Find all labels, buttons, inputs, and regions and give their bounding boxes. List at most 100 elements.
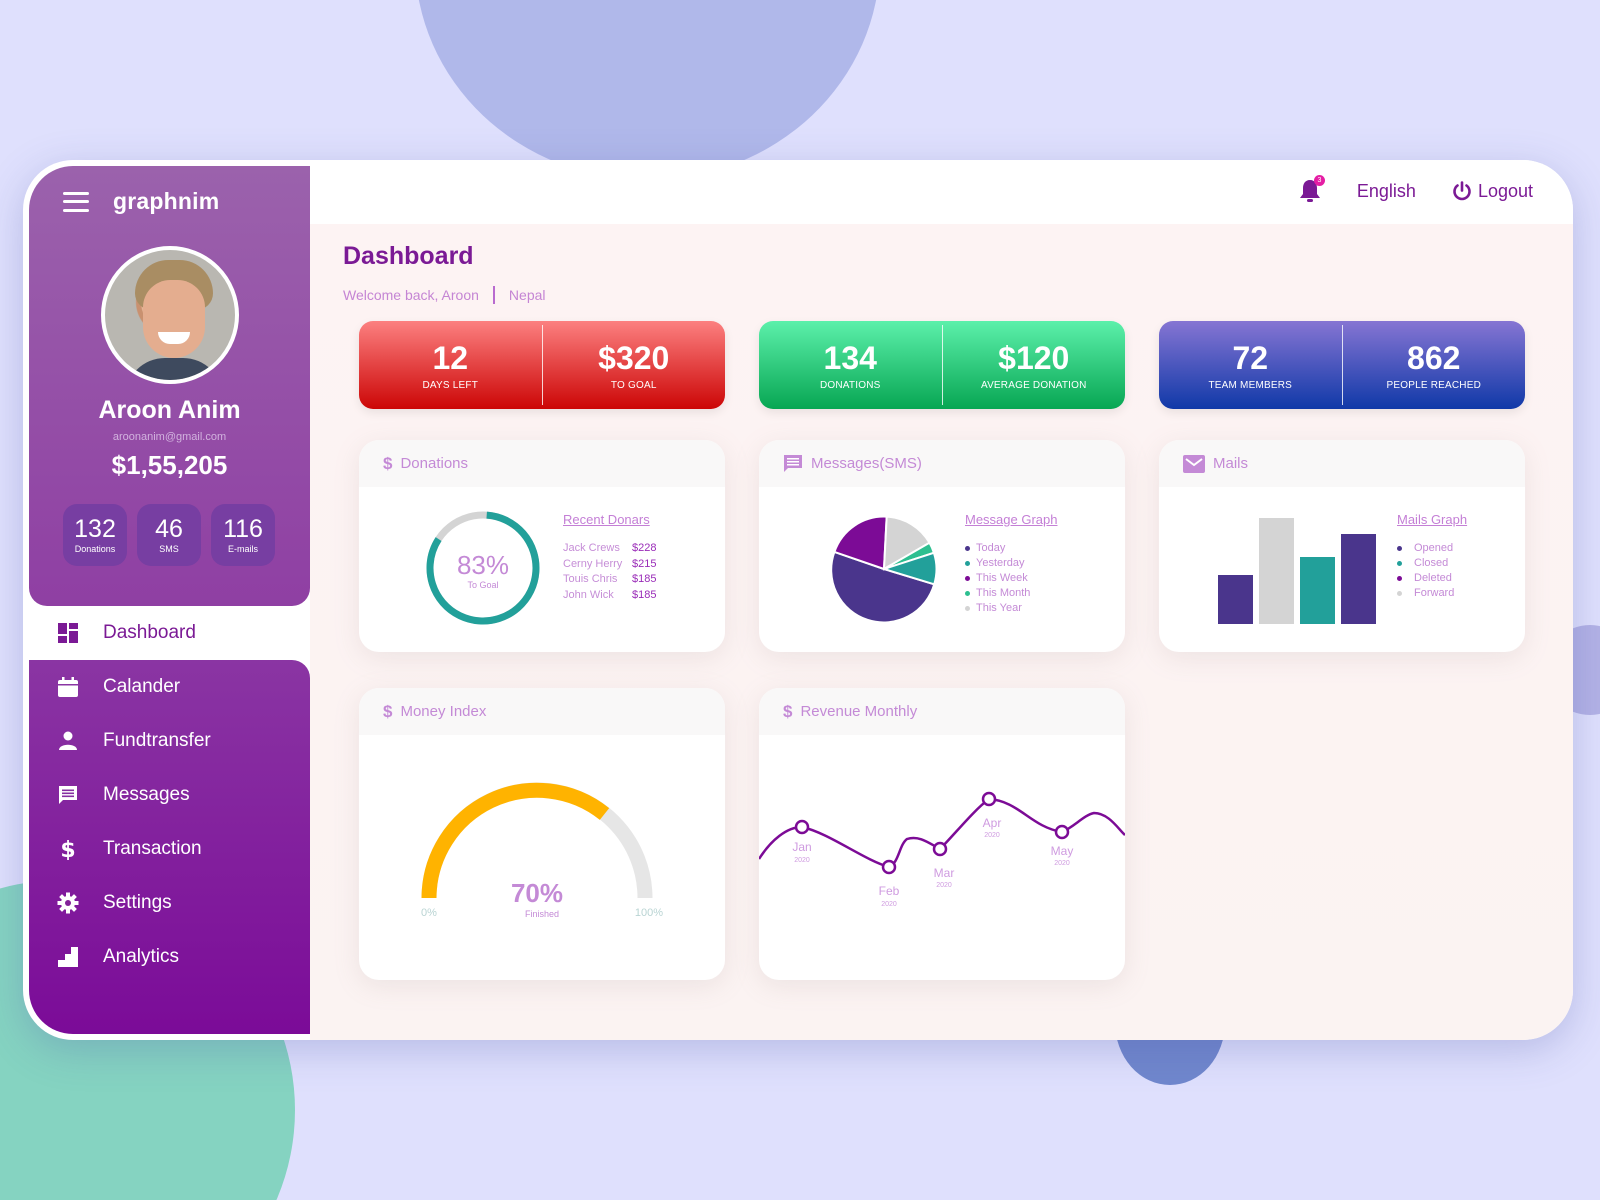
gear-icon (57, 892, 79, 914)
mails-card: Mails Mails Graph Opened Closed Deleted … (1159, 440, 1525, 652)
legend-item: This Month (965, 586, 1058, 601)
bar (1300, 557, 1335, 624)
welcome-text: Welcome back, Aroon (343, 287, 479, 303)
sidebar-item-settings[interactable]: Settings (57, 883, 172, 923)
message-graph-link[interactable]: Message Graph (965, 512, 1058, 527)
sidebar-item-label: Dashboard (103, 622, 196, 643)
kpi-value: $120 (998, 339, 1070, 376)
donations-card: $ Donations 83% To Goal Recent Donars Ja… (359, 440, 725, 652)
dollar-icon: $ (383, 453, 393, 473)
stat-value: 46 (155, 515, 183, 543)
list-item: John Wick $185 (563, 588, 657, 601)
kpi-label: PEOPLE REACHED (1386, 379, 1481, 391)
user-stats: 132 Donations 46 SMS 116 E-mails (63, 504, 275, 566)
stat-donations[interactable]: 132 Donations (63, 504, 127, 566)
bar (1341, 534, 1376, 624)
mails-graph-link[interactable]: Mails Graph (1397, 512, 1468, 527)
mail-icon (1183, 454, 1205, 473)
kpi-value: $320 (598, 339, 670, 376)
topbar: 3 English Logout (310, 160, 1573, 224)
svg-text:Finished: Finished (525, 909, 559, 919)
legend-item: Forward (1397, 586, 1467, 601)
dashboard-icon (57, 622, 79, 644)
svg-text:2020: 2020 (794, 857, 810, 864)
svg-text:$: $ (60, 838, 75, 860)
svg-text:Jan: Jan (792, 840, 811, 854)
svg-text:May: May (1051, 844, 1074, 858)
message-icon (784, 454, 802, 472)
svg-text:2020: 2020 (1054, 860, 1070, 867)
app-window: graphnim Aroon Anim aroonanim@gmail.com … (23, 160, 1573, 1040)
kpi-card-goal[interactable]: 12 DAYS LEFT $320 TO GOAL (359, 321, 725, 409)
stat-value: 116 (223, 515, 263, 543)
sidebar-item-analytics[interactable]: Analytics (57, 937, 179, 977)
notification-badge: 3 (1313, 175, 1325, 186)
messages-card: Messages(SMS) Message Graph Today Yester… (759, 440, 1125, 652)
sidebar-item-messages[interactable]: Messages (57, 775, 190, 815)
user-balance: $1,55,205 (111, 450, 228, 480)
kpi-label: DAYS LEFT (422, 379, 479, 391)
legend-item: Opened (1397, 541, 1467, 556)
kpi-value: 134 (823, 339, 877, 376)
sidebar-item-fundtransfer[interactable]: Fundtransfer (57, 721, 211, 761)
divider (541, 325, 543, 405)
legend-item: Yesterday (965, 556, 1058, 571)
list-item: Jack Crews $228 (563, 542, 657, 554)
menu-icon[interactable] (63, 191, 89, 212)
svg-text:Feb: Feb (879, 884, 900, 898)
background-blob (415, 0, 880, 180)
dollar-icon: $ (783, 701, 793, 721)
mail-legend: Mails Graph Opened Closed Deleted Forwar… (1397, 512, 1467, 601)
logout-label: Logout (1477, 180, 1533, 201)
calendar-icon (57, 676, 79, 698)
card-title: Money Index (400, 703, 487, 720)
stat-sms[interactable]: 46 SMS (137, 504, 201, 566)
pie-chart (830, 515, 938, 624)
kpi-card-donations[interactable]: 134 DONATIONS $120 AVERAGE DONATION (759, 321, 1125, 409)
stat-emails[interactable]: 116 E-mails (211, 504, 275, 566)
kpi-card-team[interactable]: 72 TEAM MEMBERS 862 PEOPLE REACHED (1159, 321, 1525, 409)
sidebar-nav-bg (29, 660, 310, 1034)
recent-donors-link[interactable]: Recent Donars (563, 512, 650, 527)
card-title: Donations (400, 455, 469, 472)
message-legend: Message Graph Today Yesterday This Week … (965, 512, 1058, 616)
notification-button[interactable]: 3 (1299, 175, 1325, 204)
location-text: Nepal (508, 287, 546, 303)
sidebar-item-calander[interactable]: Calander (57, 667, 180, 707)
sidebar-item-transaction[interactable]: $ Transaction (57, 829, 202, 869)
card-title: Messages(SMS) (811, 455, 922, 472)
card-title: Mails (1213, 455, 1249, 472)
user-name: Aroon Anim (98, 396, 241, 424)
svg-text:0%: 0% (421, 907, 437, 919)
svg-text:2020: 2020 (881, 901, 897, 908)
main-content: Dashboard Welcome back, Aroon Nepal 12 DA… (310, 224, 1573, 1040)
divider (492, 286, 495, 304)
page-title: Dashboard (343, 242, 474, 270)
avatar[interactable] (101, 246, 239, 384)
sidebar-item-label: Settings (103, 892, 172, 913)
person-icon (57, 730, 79, 752)
sidebar-item-dashboard[interactable]: Dashboard (57, 613, 196, 653)
sidebar-item-label: Analytics (103, 946, 180, 967)
stat-label: Donations (74, 544, 116, 554)
svg-text:100%: 100% (635, 907, 663, 919)
divider (941, 325, 943, 405)
kpi-value: 862 (1407, 339, 1461, 376)
svg-text:Apr: Apr (983, 816, 1002, 830)
sidebar-item-label: Transaction (103, 838, 202, 859)
svg-text:83%: 83% (457, 550, 509, 580)
svg-text:Mar: Mar (934, 866, 955, 880)
bar (1259, 518, 1294, 624)
dollar-icon: $ (383, 701, 393, 721)
svg-text:70%: 70% (511, 878, 563, 908)
stat-label: E-mails (227, 544, 258, 554)
kpi-label: DONATIONS (819, 379, 881, 391)
logout-button[interactable]: Logout (1452, 181, 1533, 202)
legend-item: This Year (965, 601, 1058, 616)
list-item: Touis Chris $185 (563, 573, 657, 585)
page-subtitle: Welcome back, Aroon Nepal (343, 286, 546, 304)
language-select[interactable]: English (1356, 180, 1416, 201)
sidebar-profile: graphnim Aroon Anim aroonanim@gmail.com … (29, 166, 310, 606)
kpi-label: AVERAGE DONATION (980, 379, 1087, 391)
analytics-icon (57, 946, 79, 968)
